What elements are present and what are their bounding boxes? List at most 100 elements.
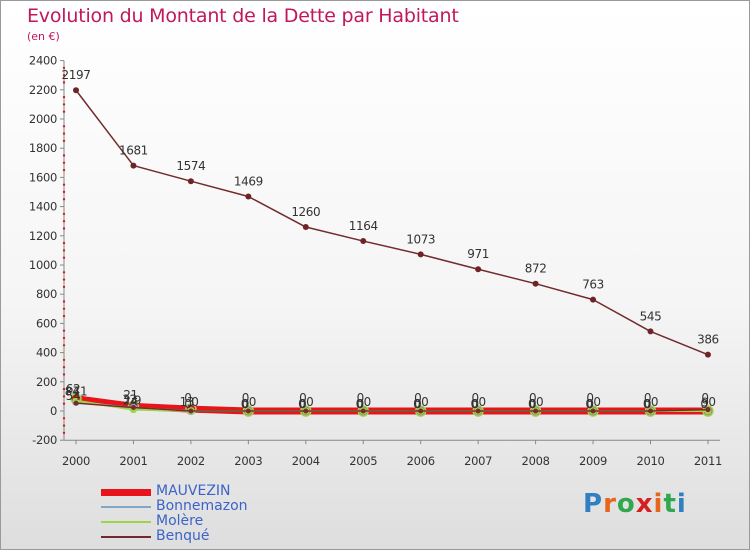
y-minor-tick: [62, 431, 66, 435]
y-tick-label: 2200: [29, 83, 57, 97]
data-label: 0: [479, 395, 486, 409]
data-label: 0: [241, 397, 248, 411]
x-tick-label: 2011: [694, 454, 722, 468]
data-label: 0: [529, 391, 536, 405]
series-line-3: [75, 402, 708, 412]
legend-label: Molère: [156, 513, 204, 529]
y-minor-tick: [62, 81, 66, 84]
y-minor-tick: [62, 387, 66, 391]
logo-letter: i: [653, 489, 664, 519]
data-point: [532, 280, 539, 287]
data-point: [533, 408, 539, 414]
y-minor-tick: [62, 95, 66, 99]
data-point: [187, 178, 194, 185]
legend-swatch: [101, 521, 151, 523]
y-minor-tick: [62, 366, 66, 369]
data-label: 0: [299, 397, 306, 411]
x-tick-label: 2003: [234, 454, 262, 468]
logo-letter: i: [676, 489, 687, 519]
data-label: 0: [364, 395, 371, 409]
data-label: 0: [356, 397, 363, 411]
x-tick-label: 2007: [464, 454, 492, 468]
data-point: [130, 404, 136, 410]
data-point: [245, 193, 252, 200]
y-tick-label: 1800: [29, 141, 57, 155]
data-label: 971: [467, 247, 489, 261]
y-minor-tick: [62, 190, 66, 194]
y-tick-label: 600: [36, 316, 57, 330]
y-minor-tick: [62, 344, 66, 347]
data-label: 0: [249, 395, 256, 409]
data-point: [188, 408, 194, 414]
y-tick-label: 2000: [29, 112, 57, 126]
data-label: 0: [184, 391, 191, 405]
y-minor-tick: [62, 168, 66, 172]
legend-item: MAUVEZIN: [101, 484, 341, 499]
data-label: 763: [582, 278, 604, 292]
y-minor-tick: [62, 154, 66, 157]
data-point: [590, 408, 596, 414]
legend-label: Benqué: [156, 528, 210, 544]
y-minor-tick: [62, 307, 66, 310]
data-label: 54: [66, 389, 80, 403]
legend-swatch: [101, 506, 151, 508]
data-point: [475, 266, 482, 273]
x-tick-label: 2010: [636, 454, 664, 468]
y-tick-label: 800: [36, 287, 57, 301]
data-label: 0: [414, 391, 421, 405]
data-label: 0: [357, 397, 364, 411]
data-label: 0: [357, 391, 364, 405]
data-label: 0: [299, 391, 306, 405]
data-label: 0: [298, 397, 305, 411]
x-tick-label: 2004: [292, 454, 320, 468]
y-minor-tick: [62, 249, 66, 252]
data-label: 0: [472, 397, 479, 411]
y-minor-tick: [62, 227, 66, 230]
y-tick-label: 200: [36, 375, 57, 389]
data-label: 0: [191, 395, 198, 409]
legend-item: Bonnemazon: [101, 499, 341, 514]
data-point: [417, 251, 424, 258]
data-label: 1260: [291, 205, 320, 219]
data-label: 9: [134, 394, 141, 408]
legend-swatch: [101, 488, 151, 496]
data-label: 24: [123, 393, 137, 407]
legend-swatch: [101, 536, 151, 538]
data-label: 32: [122, 392, 136, 406]
data-point: [704, 351, 711, 358]
data-label: 0: [414, 397, 421, 411]
data-point: [418, 408, 424, 414]
data-point: [303, 408, 309, 414]
data-label: 386: [697, 333, 719, 347]
data-point: [245, 408, 251, 414]
data-label: 0: [472, 391, 479, 405]
logo-letter: r: [603, 489, 617, 519]
data-point: [73, 87, 79, 94]
data-point: [73, 400, 79, 406]
y-minor-tick: [62, 212, 66, 216]
data-label: 13: [180, 395, 194, 409]
data-point: [475, 408, 481, 414]
y-tick-label: 2400: [29, 54, 57, 68]
data-point: [360, 408, 366, 414]
y-minor-tick: [62, 373, 66, 376]
x-tick-label: 2002: [177, 454, 205, 468]
data-label: 545: [640, 309, 662, 323]
y-minor-tick: [62, 256, 66, 259]
data-label: 0: [644, 391, 651, 405]
data-point: [360, 238, 367, 245]
y-minor-tick: [62, 110, 66, 113]
y-minor-tick: [62, 278, 66, 281]
y-minor-tick: [62, 74, 66, 77]
data-label: 0: [242, 391, 249, 405]
x-tick-label: 2005: [349, 454, 377, 468]
y-minor-tick: [62, 285, 66, 289]
data-label: 62: [66, 382, 80, 396]
data-point: [302, 224, 309, 231]
data-label: 0: [585, 397, 592, 411]
data-label: 71: [73, 385, 87, 399]
y-minor-tick: [62, 395, 66, 398]
y-minor-tick: [62, 424, 66, 427]
y-tick-label: 1600: [29, 170, 57, 184]
y-minor-tick: [62, 402, 66, 405]
